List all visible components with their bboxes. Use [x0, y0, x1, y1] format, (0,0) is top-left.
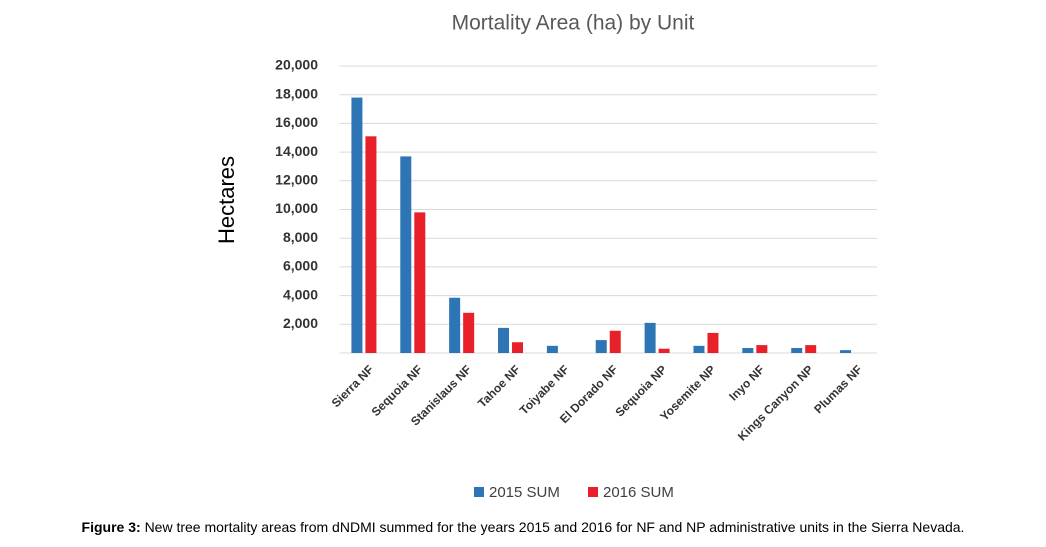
- x-tick-label: Inyo NF: [726, 362, 767, 403]
- y-tick-label: 8,000: [283, 229, 318, 245]
- bar: [693, 345, 705, 353]
- chart-title: Mortality Area (ha) by Unit: [452, 12, 695, 35]
- y-tick-label: 18,000: [275, 85, 318, 101]
- x-tick-label: Sierra NF: [329, 362, 377, 410]
- bar: [512, 342, 524, 353]
- bar: [365, 136, 377, 353]
- bar: [756, 345, 768, 353]
- y-tick-label: 20,000: [275, 57, 318, 73]
- bar: [791, 347, 803, 353]
- bar: [644, 322, 656, 353]
- bar: [414, 212, 426, 353]
- bar: [805, 345, 817, 353]
- bar: [840, 350, 852, 353]
- caption-label: Figure 3:: [81, 519, 141, 535]
- bar: [595, 340, 607, 353]
- x-tick-label: Tahoe NF: [475, 362, 523, 410]
- legend-label: 2015 SUM: [489, 484, 560, 501]
- bar: [400, 156, 412, 353]
- caption: Figure 3: New tree mortality areas from …: [0, 519, 1046, 535]
- legend-swatch: [474, 487, 484, 497]
- bar: [498, 327, 510, 353]
- bar: [351, 97, 363, 353]
- bar: [609, 330, 621, 353]
- caption-text: New tree mortality areas from dNDMI summ…: [144, 519, 965, 535]
- y-axis-label: Hectares: [214, 156, 239, 244]
- bar: [546, 345, 558, 353]
- x-tick-label: Plumas NF: [811, 362, 865, 416]
- legend-label: 2016 SUM: [603, 484, 674, 501]
- bar: [449, 297, 461, 353]
- y-tick-label: 16,000: [275, 114, 318, 130]
- y-tick-label: 4,000: [283, 286, 318, 302]
- bar: [742, 347, 754, 353]
- legend-swatch: [588, 487, 598, 497]
- bar: [707, 332, 719, 353]
- bar: [463, 312, 475, 353]
- y-tick-label: 14,000: [275, 143, 318, 159]
- y-tick-label: 2,000: [283, 315, 318, 331]
- y-tick-label: 12,000: [275, 172, 318, 188]
- y-tick-label: 6,000: [283, 258, 318, 274]
- y-tick-label: 10,000: [275, 200, 318, 216]
- chart: Mortality Area (ha) by Unit Hectares 2,0…: [214, 12, 877, 501]
- bar: [658, 348, 670, 353]
